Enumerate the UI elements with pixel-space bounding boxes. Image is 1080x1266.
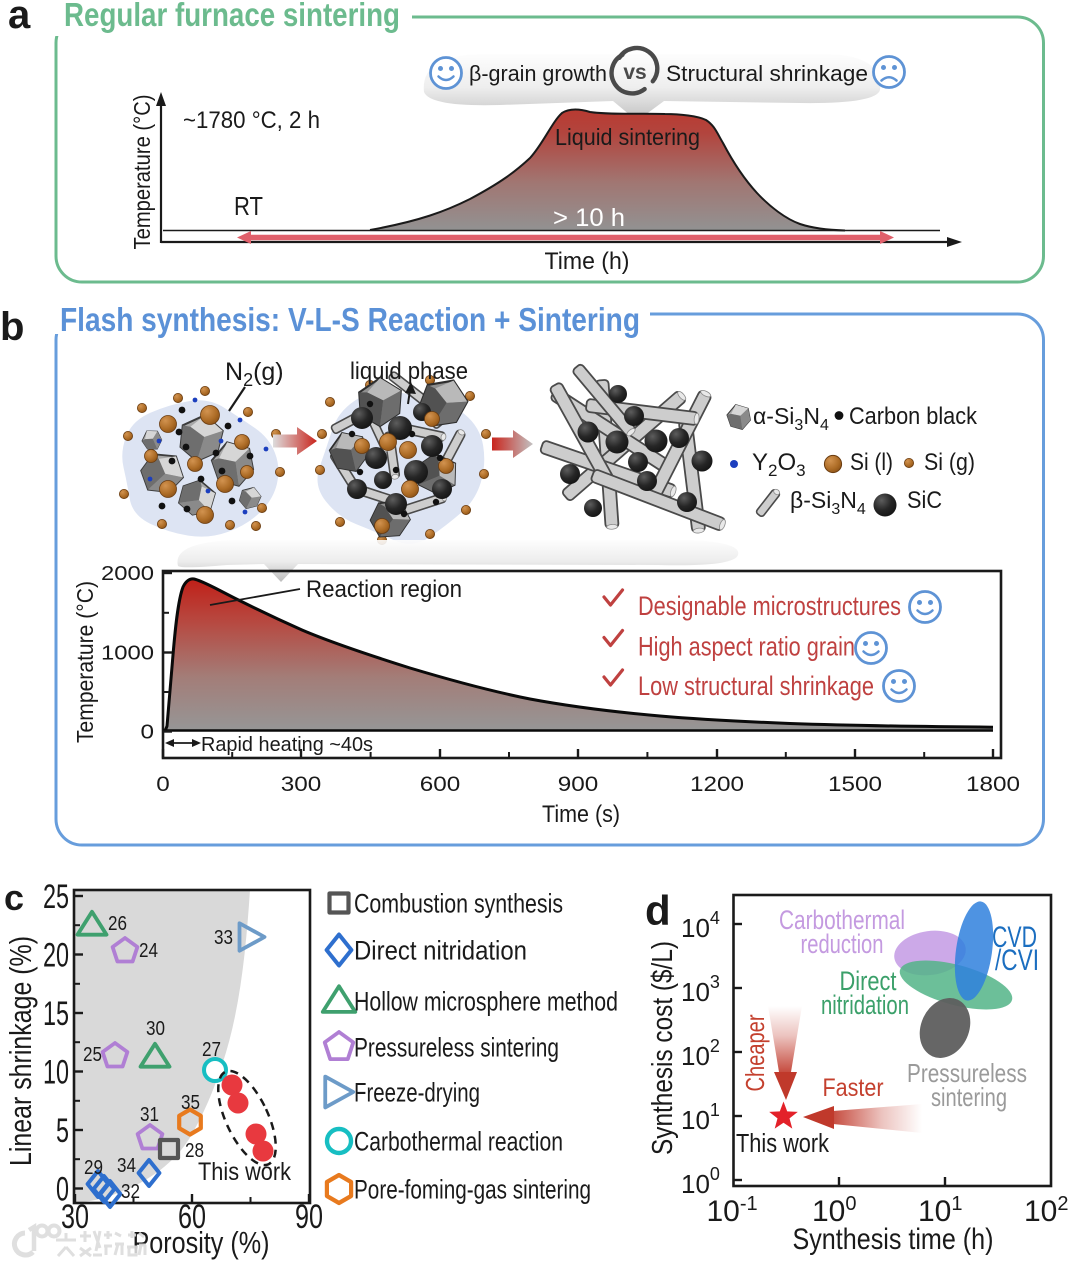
- svg-text:Pore-foming-gas sintering: Pore-foming-gas sintering: [354, 1175, 591, 1205]
- svg-text:CVD: CVD: [992, 921, 1037, 954]
- svg-text:28: 28: [185, 1140, 204, 1162]
- svg-text:d: d: [645, 887, 671, 934]
- svg-text:Rapid heating ~40s: Rapid heating ~40s: [201, 734, 373, 756]
- svg-text:31: 31: [140, 1104, 159, 1126]
- svg-text:Carbon black: Carbon black: [849, 403, 978, 430]
- svg-text:20: 20: [43, 937, 69, 975]
- svg-text:Si (g): Si (g): [924, 449, 975, 476]
- svg-text:liquid phase: liquid phase: [350, 358, 468, 385]
- svg-text:90: 90: [295, 1198, 323, 1236]
- svg-text:vs: vs: [623, 61, 646, 84]
- svg-text:Structural shrinkage: Structural shrinkage: [666, 61, 868, 86]
- svg-text:1200: 1200: [690, 773, 744, 796]
- svg-text:Time (s): Time (s): [542, 801, 620, 828]
- svg-text:24: 24: [139, 940, 158, 962]
- svg-text:Reaction region: Reaction region: [306, 576, 462, 603]
- svg-text:Cheaper: Cheaper: [740, 1014, 770, 1091]
- svg-text:sintering: sintering: [931, 1082, 1007, 1112]
- svg-text:N2(g): N2(g): [225, 358, 284, 390]
- svg-text:Direct: Direct: [840, 966, 898, 996]
- svg-text:Designable microstructures: Designable microstructures: [638, 591, 901, 621]
- svg-text:Direct nitridation: Direct nitridation: [354, 936, 527, 966]
- svg-text:reduction: reduction: [801, 929, 884, 959]
- svg-text:1500: 1500: [828, 773, 882, 796]
- svg-text:α-Si3N4: α-Si3N4: [753, 403, 829, 434]
- svg-text:SiC: SiC: [907, 487, 942, 514]
- svg-text:2000: 2000: [101, 563, 154, 585]
- svg-text:This work: This work: [736, 1130, 829, 1158]
- svg-text:/CVI: /CVI: [995, 944, 1039, 977]
- svg-text:900: 900: [558, 773, 599, 796]
- svg-text:Flash synthesis: V-L-S Reactio: Flash synthesis: V-L-S Reaction + Sinter…: [60, 301, 640, 338]
- svg-text:29: 29: [84, 1157, 103, 1179]
- svg-text:~1780 °C, 2 h: ~1780 °C, 2 h: [183, 107, 320, 134]
- svg-text:1800: 1800: [966, 773, 1020, 796]
- svg-text:Temperature (°C): Temperature (°C): [72, 581, 98, 743]
- svg-text:0: 0: [156, 773, 170, 796]
- svg-text:25: 25: [43, 878, 69, 916]
- svg-text:Combustion synthesis: Combustion synthesis: [354, 889, 563, 919]
- svg-text:Linear shrinkage (%): Linear shrinkage (%): [3, 936, 38, 1166]
- svg-text:30: 30: [146, 1018, 165, 1040]
- svg-text:0: 0: [56, 1171, 69, 1209]
- svg-text:nitridation: nitridation: [821, 990, 909, 1020]
- svg-text:Hollow microsphere method: Hollow microsphere method: [354, 987, 618, 1017]
- svg-text:27: 27: [202, 1039, 221, 1061]
- svg-text:β-grain growth: β-grain growth: [469, 61, 607, 86]
- svg-text:Time (h): Time (h): [545, 248, 630, 275]
- svg-text:32: 32: [121, 1181, 140, 1203]
- svg-text:Synthesis time (h): Synthesis time (h): [793, 1223, 994, 1256]
- svg-text:15: 15: [43, 995, 69, 1033]
- svg-text:Liquid sintering: Liquid sintering: [555, 124, 700, 150]
- svg-text:Regular furnace sintering: Regular furnace sintering: [64, 0, 400, 33]
- svg-text:34: 34: [117, 1155, 136, 1177]
- svg-text:25: 25: [83, 1044, 102, 1066]
- svg-text:Synthesis cost ($/L): Synthesis cost ($/L): [647, 941, 679, 1155]
- svg-text:Faster: Faster: [823, 1074, 884, 1102]
- svg-text:35: 35: [181, 1092, 200, 1114]
- svg-text:Low structural shrinkage: Low structural shrinkage: [638, 671, 874, 701]
- svg-text:600: 600: [420, 773, 461, 796]
- svg-text:0: 0: [141, 722, 155, 744]
- svg-text:10: 10: [43, 1054, 69, 1092]
- svg-text:Freeze-drying: Freeze-drying: [354, 1078, 480, 1108]
- svg-text:a: a: [8, 0, 31, 37]
- svg-text:Carbothermal reaction: Carbothermal reaction: [354, 1127, 563, 1157]
- svg-text:33: 33: [214, 927, 233, 949]
- svg-text:Pressureless sintering: Pressureless sintering: [354, 1033, 559, 1063]
- svg-text:b: b: [0, 305, 24, 349]
- svg-text:Carbothermal: Carbothermal: [779, 905, 905, 935]
- svg-text:300: 300: [281, 773, 322, 796]
- svg-text:Si (l): Si (l): [850, 449, 893, 476]
- svg-text:β-Si3N4: β-Si3N4: [790, 487, 866, 518]
- svg-text:RT: RT: [234, 191, 263, 221]
- svg-text:1000: 1000: [101, 643, 154, 665]
- svg-text:5: 5: [56, 1112, 69, 1150]
- svg-text:This work: This work: [198, 1158, 291, 1186]
- svg-text:Porosity (%): Porosity (%): [133, 1225, 270, 1260]
- svg-text:High aspect ratio grain: High aspect ratio grain: [638, 632, 855, 662]
- svg-text:Pressureless: Pressureless: [907, 1058, 1027, 1088]
- svg-text:30: 30: [61, 1198, 89, 1236]
- svg-text:> 10 h: > 10 h: [553, 204, 625, 232]
- svg-text:c: c: [4, 877, 24, 918]
- svg-text:Temperature (°C): Temperature (°C): [129, 95, 155, 250]
- svg-text:26: 26: [108, 913, 127, 935]
- svg-text:60: 60: [178, 1198, 206, 1236]
